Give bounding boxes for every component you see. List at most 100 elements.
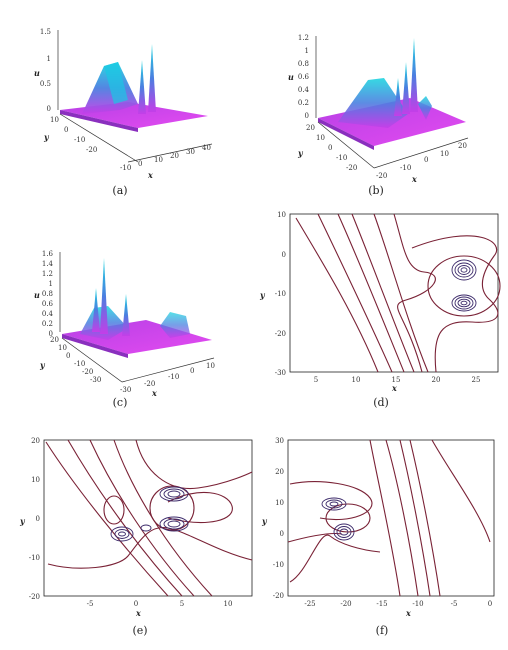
plot-frame xyxy=(43,439,253,597)
x-axis-label: x xyxy=(391,383,397,393)
y-tick: -20 xyxy=(275,330,286,338)
panel-c: 1.6 1.4 1.2 1 0.8 0.6 0.4 0.2 0 u 20 10 … xyxy=(20,222,220,418)
x-tick: 10 xyxy=(224,600,233,608)
contour-lines xyxy=(45,439,253,597)
panel-caption: (e) xyxy=(132,624,148,637)
x-tick: -20 xyxy=(144,380,155,388)
surface-peak xyxy=(122,294,130,336)
y-tick: -10 xyxy=(336,154,347,162)
x-tick: -25 xyxy=(304,600,315,608)
x-tick: 5 xyxy=(180,600,184,608)
z-axis-label: u xyxy=(288,72,294,82)
x-tick: -10 xyxy=(120,164,131,172)
x-tick: -10 xyxy=(412,600,423,608)
x-tick: 20 xyxy=(432,376,441,384)
y-tick: 0 xyxy=(328,144,332,152)
x-tick: 0 xyxy=(424,156,428,164)
z-tick: 1 xyxy=(305,47,309,55)
x-tick: 0 xyxy=(138,160,142,168)
surface-peak xyxy=(100,258,108,334)
x-tick: 20 xyxy=(170,152,179,160)
z-tick: 1.6 xyxy=(42,250,54,258)
y-tick: -10 xyxy=(29,554,40,562)
y-tick: -20 xyxy=(29,593,40,601)
z-axis-label: u xyxy=(34,290,40,300)
y-tick: 20 xyxy=(31,437,40,445)
contour-plot-d: 10 0 -10 -20 -30 y 5 10 15 20 25 x xyxy=(259,211,501,393)
x-tick: -10 xyxy=(168,373,179,381)
y-tick: -10 xyxy=(74,136,85,144)
contour-peaks xyxy=(451,259,477,312)
x-tick: -20 xyxy=(376,172,387,180)
y-tick: 20 xyxy=(50,336,59,344)
y-axis xyxy=(59,113,139,163)
surface-peak xyxy=(402,62,410,114)
x-tick: 20 xyxy=(458,142,467,150)
y-tick: -20 xyxy=(273,592,284,600)
plot-frame xyxy=(287,439,495,597)
panel-d: 10 0 -10 -20 -30 y 5 10 15 20 25 x xyxy=(256,208,506,418)
x-tick: -10 xyxy=(400,164,411,172)
panel-a: 1.5 1 0.5 0 u 10 0 -10 -20 y -10 0 10 20… xyxy=(20,18,220,208)
x-tick: 40 xyxy=(202,144,211,152)
panel-e: 20 10 0 -10 -20 y -5 0 5 10 x xyxy=(18,432,262,646)
y-tick: 20 xyxy=(306,124,315,132)
y-axis-label: y xyxy=(43,132,50,142)
x-axis-label: x xyxy=(151,388,157,398)
z-tick: 0.2 xyxy=(42,320,53,328)
surface-ridge xyxy=(338,78,408,128)
surface-plot-b: 1.2 1 0.8 0.6 0.4 0.2 0 u 20 10 0 -10 -2… xyxy=(288,34,469,184)
y-tick: 10 xyxy=(31,476,40,484)
y-tick: -30 xyxy=(275,369,286,377)
x-axis xyxy=(373,137,469,169)
y-tick: 20 xyxy=(275,468,284,476)
y-tick: 10 xyxy=(275,499,284,507)
y-tick: 30 xyxy=(275,437,284,445)
z-tick: 0 xyxy=(49,330,53,338)
contour-plot-e: 20 10 0 -10 -20 y -5 0 5 10 x xyxy=(19,437,253,618)
y-axis-label: y xyxy=(297,148,304,158)
z-tick: 0.8 xyxy=(42,290,53,298)
y-tick: -10 xyxy=(74,360,85,368)
y-tick: 0 xyxy=(282,251,286,259)
surface-peak xyxy=(138,60,146,114)
y-axis-label: y xyxy=(261,516,268,526)
x-tick: 5 xyxy=(314,376,318,384)
z-axis-label: u xyxy=(34,68,40,78)
y-tick: 10 xyxy=(316,134,325,142)
x-tick: 15 xyxy=(392,376,401,384)
y-axis xyxy=(61,337,123,383)
surface-peak xyxy=(394,78,402,116)
x-tick: -15 xyxy=(376,600,387,608)
panel-caption: (c) xyxy=(112,396,128,409)
y-tick: 0 xyxy=(64,126,68,134)
contour-lines xyxy=(287,439,491,597)
z-tick: 0.2 xyxy=(298,99,309,107)
z-tick: 1 xyxy=(49,280,53,288)
contour-plot-f: 30 20 10 0 -10 -20 y -25 -20 -15 -10 -5 … xyxy=(261,437,495,618)
z-tick: 1.2 xyxy=(298,34,309,42)
panel-caption: (d) xyxy=(373,396,389,409)
z-tick: 0.5 xyxy=(40,80,51,88)
y-tick: -20 xyxy=(86,146,97,154)
x-tick: -30 xyxy=(120,386,131,394)
panel-caption: (a) xyxy=(112,184,128,197)
x-axis xyxy=(121,357,215,383)
x-axis-label: x xyxy=(411,174,417,184)
x-tick: 10 xyxy=(352,376,361,384)
y-tick: 10 xyxy=(58,344,67,352)
z-tick: 0 xyxy=(305,112,309,120)
panel-b: 1.2 1 0.8 0.6 0.4 0.2 0 u 20 10 0 -10 -2… xyxy=(276,18,476,208)
x-tick: 30 xyxy=(186,148,195,156)
z-tick: 1 xyxy=(47,55,51,63)
surface-plot-a: 1.5 1 0.5 0 u 10 0 -10 -20 y -10 0 10 20… xyxy=(34,28,213,180)
z-tick: 0.6 xyxy=(42,300,54,308)
x-tick: 0 xyxy=(190,367,194,375)
y-tick: -10 xyxy=(273,561,284,569)
x-tick: 25 xyxy=(472,376,481,384)
panel-caption: (b) xyxy=(368,184,384,197)
x-tick: -5 xyxy=(87,600,94,608)
x-axis-label: x xyxy=(405,608,411,618)
y-tick: -10 xyxy=(275,290,286,298)
y-tick: 0 xyxy=(280,530,284,538)
